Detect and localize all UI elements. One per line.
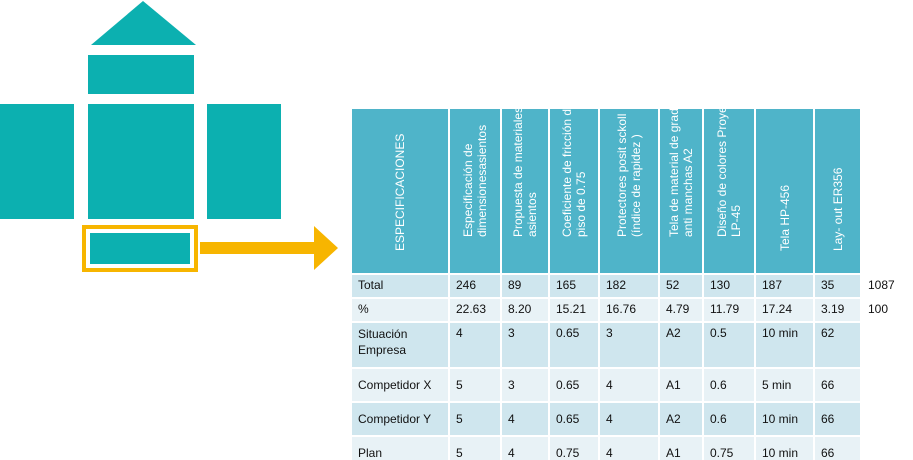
table-cell: 4 (502, 403, 548, 435)
row-total: 100 (862, 299, 901, 321)
table-row: Competidor X 5 3 0.65 4 A1 0.6 5 min 66 (352, 369, 901, 401)
table-row: Plan 5 4 0.75 4 A1 0.75 10 min 66 (352, 437, 901, 460)
table-row: Total 246 89 165 182 52 130 187 35 1087 (352, 275, 901, 297)
table-cell: 0.5 (704, 323, 754, 367)
table-cell: 0.75 (704, 437, 754, 460)
table-cell: 62 (815, 323, 860, 367)
row-total (862, 369, 901, 401)
table-cell: 52 (660, 275, 702, 297)
table-cell: 0.65 (550, 323, 598, 367)
row-total (862, 403, 901, 435)
row-label: Competidor X (352, 369, 448, 401)
roof-triangle (91, 1, 196, 45)
table-cell: 17.24 (756, 299, 813, 321)
header-row: ESPECIFICACIONES Especificación de dimen… (352, 90, 901, 273)
column-header: Especificación de dimensionesasientos (450, 109, 500, 273)
row-label: Competidor Y (352, 403, 448, 435)
row-total: 1087 (862, 275, 901, 297)
row-label: Total (352, 275, 448, 297)
table-row: Competidor Y 5 4 0.65 4 A2 0.6 10 min 66 (352, 403, 901, 435)
table-cell: 187 (756, 275, 813, 297)
table-cell: 5 (450, 437, 500, 460)
table-cell: 0.75 (550, 437, 598, 460)
table-cell: 0.6 (704, 369, 754, 401)
right-arrow-icon (200, 226, 338, 270)
table-cell: A2 (660, 403, 702, 435)
table-cell: 10 min (756, 323, 813, 367)
table-cell: A2 (660, 323, 702, 367)
right-block (207, 104, 281, 219)
table-cell: 4 (502, 437, 548, 460)
specifications-table: ESPECIFICACIONES Especificación de dimen… (350, 90, 903, 460)
highlighted-block-fill (90, 233, 190, 264)
highlighted-block (82, 225, 198, 272)
table-cell: 89 (502, 275, 548, 297)
table-cell: 3 (600, 323, 658, 367)
column-header: Diseño de colores Proyecto LP-45 (704, 90, 754, 273)
table-cell: 22.63 (450, 299, 500, 321)
row-label: Plan (352, 437, 448, 460)
column-header: Propuesta de materiales de asientos (502, 90, 548, 273)
table-cell: 8.20 (502, 299, 548, 321)
table-row: % 22.63 8.20 15.21 16.76 4.79 11.79 17.2… (352, 299, 901, 321)
left-block (0, 104, 74, 219)
row-label: % (352, 299, 448, 321)
table-cell: 3.19 (815, 299, 860, 321)
row-label: Situación Empresa (352, 323, 448, 367)
table-cell: 5 min (756, 369, 813, 401)
table-cell: A1 (660, 437, 702, 460)
table-cell: 66 (815, 369, 860, 401)
table-cell: 4 (600, 369, 658, 401)
table-cell: 66 (815, 437, 860, 460)
table-cell: 10 min (756, 437, 813, 460)
corner-header: ESPECIFICACIONES (352, 109, 448, 273)
table-cell: 66 (815, 403, 860, 435)
row-total (862, 323, 901, 367)
top-block (88, 55, 194, 94)
column-header: Tela de material de grado anti manchas A… (660, 102, 702, 273)
table-cell: 165 (550, 275, 598, 297)
column-header: Protectores posit sckoll (índice de rapi… (600, 109, 658, 273)
column-header: Lay- out ER356 (815, 109, 860, 273)
table-cell: 130 (704, 275, 754, 297)
table-cell: 15.21 (550, 299, 598, 321)
table-cell: 0.65 (550, 403, 598, 435)
table-cell: 5 (450, 403, 500, 435)
center-block (88, 104, 194, 219)
table-cell: 4 (450, 323, 500, 367)
table-row: Situación Empresa 4 3 0.65 3 A2 0.5 10 m… (352, 323, 901, 367)
table-cell: 5 (450, 369, 500, 401)
column-header: Coeficiente de fricción del piso de 0.75 (550, 100, 598, 273)
table-cell: 182 (600, 275, 658, 297)
table-cell: 16.76 (600, 299, 658, 321)
table-cell: 0.65 (550, 369, 598, 401)
table-cell: 0.6 (704, 403, 754, 435)
table-cell: 246 (450, 275, 500, 297)
table-cell: 4 (600, 437, 658, 460)
table-cell: 35 (815, 275, 860, 297)
table-cell: 3 (502, 323, 548, 367)
column-header: Tela HP-456 (756, 109, 813, 273)
table-cell: A1 (660, 369, 702, 401)
table-cell: 4 (600, 403, 658, 435)
table-cell: 11.79 (704, 299, 754, 321)
row-total (862, 437, 901, 460)
table-cell: 10 min (756, 403, 813, 435)
table-cell: 3 (502, 369, 548, 401)
table-cell: 4.79 (660, 299, 702, 321)
